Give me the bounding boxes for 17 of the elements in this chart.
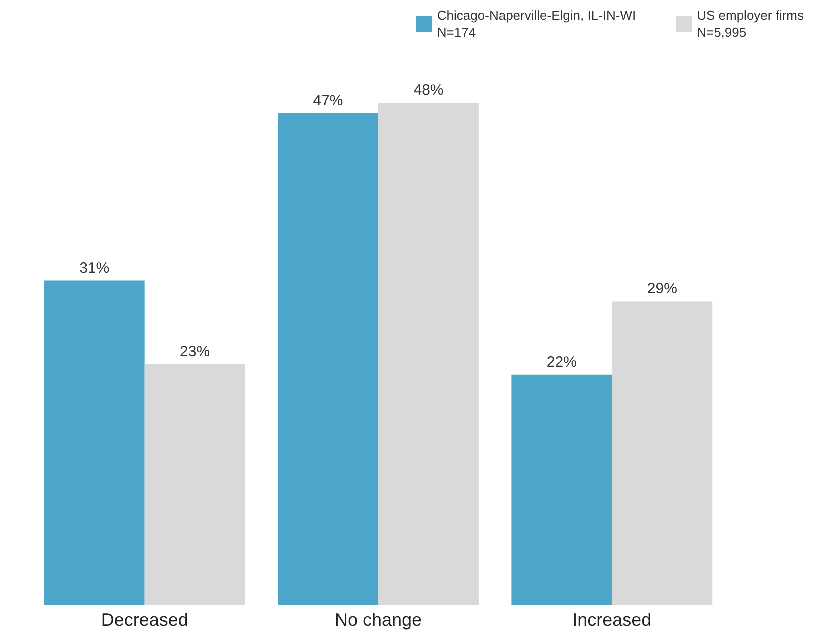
bar — [612, 302, 713, 605]
x-tick-label: Decreased — [101, 610, 188, 630]
legend-label: US employer firms N=5,995 — [697, 8, 804, 40]
data-label: 31% — [80, 260, 110, 277]
data-label: 23% — [180, 343, 210, 360]
x-tick-label: No change — [334, 610, 422, 630]
bar — [512, 374, 612, 605]
legend-label: Chicago-Naperville-Elgin, IL-IN-WI N=174 — [437, 8, 636, 40]
data-label: 48% — [414, 82, 444, 99]
bar — [378, 103, 479, 605]
bar — [44, 280, 145, 605]
x-tick-label: Increased — [572, 610, 652, 630]
data-label: 47% — [313, 92, 344, 110]
data-label: 29% — [647, 280, 678, 298]
bar — [144, 364, 246, 605]
data-label: 22% — [546, 354, 577, 371]
bar — [278, 113, 378, 605]
